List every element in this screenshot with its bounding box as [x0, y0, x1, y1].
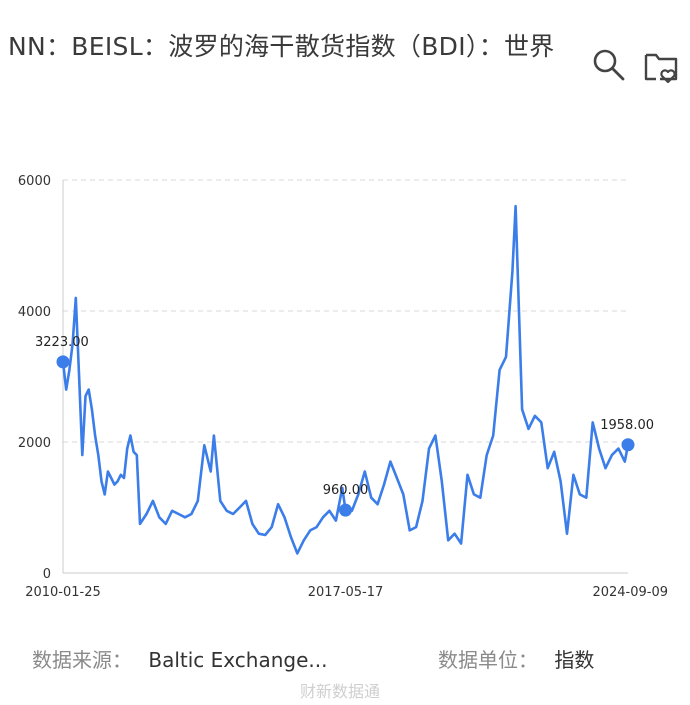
- folder-heart-icon[interactable]: [642, 46, 682, 86]
- x-axis: 2010-01-25 2017-05-17 2024-09-09: [25, 572, 668, 600]
- series-line: [61, 204, 630, 555]
- bdi-line-chart: 0 2000 4000 6000 2010-01-25 2017-05-17 2024-0…: [18, 174, 668, 600]
- y-axis: 0 2000 4000 6000: [18, 174, 64, 582]
- x-tick-label: 2010-01-25: [25, 585, 101, 600]
- source-label: 数据来源：: [32, 648, 132, 672]
- source-value[interactable]: Baltic Exchange...: [148, 648, 328, 672]
- data-point-marker: [56, 355, 70, 369]
- search-icon[interactable]: [590, 46, 630, 86]
- page-title: NN：BEISL：波罗的海干散货指数（BDI）：世界: [8, 32, 555, 61]
- data-unit: 数据单位： 指数: [438, 646, 594, 674]
- y-tick-label: 6000: [18, 174, 51, 189]
- unit-label: 数据单位：: [438, 648, 538, 672]
- data-point-marker: [621, 438, 635, 452]
- grid-lines: [63, 179, 628, 443]
- y-tick-label: 2000: [18, 436, 51, 451]
- point-markers: 3223.00 960.00 1958.00: [35, 335, 654, 517]
- data-point-marker: [339, 503, 352, 517]
- unit-value: 指数: [554, 648, 595, 672]
- y-tick-label: 4000: [18, 305, 51, 320]
- data-point-label: 3223.00: [35, 335, 89, 350]
- data-point-label: 960.00: [323, 483, 369, 498]
- data-point-label: 1958.00: [600, 418, 654, 433]
- x-tick-label: 2024-09-09: [592, 585, 668, 600]
- x-tick-label: 2017-05-17: [308, 585, 384, 600]
- data-source: 数据来源： Baltic Exchange...: [32, 646, 327, 674]
- watermark: 财新数据通: [300, 682, 381, 701]
- y-tick-label: 0: [43, 567, 51, 582]
